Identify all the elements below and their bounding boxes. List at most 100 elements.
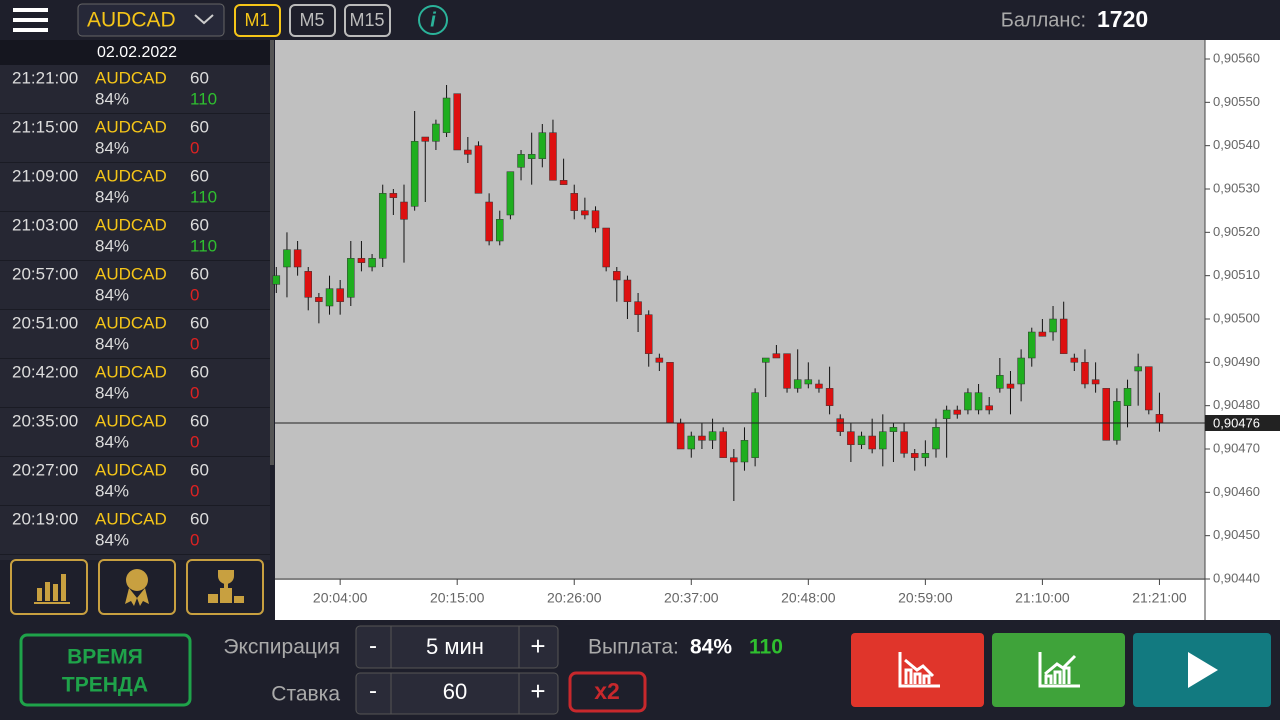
scrollbar xyxy=(270,40,274,465)
trade-percent: 84% xyxy=(95,334,129,353)
timeframe-button[interactable] xyxy=(289,4,336,37)
candle-body xyxy=(293,249,302,268)
candle-body xyxy=(815,383,823,389)
trade-amount: 60 xyxy=(190,166,209,185)
candle-body xyxy=(506,171,515,216)
y-tick-label: 0,90450 xyxy=(1213,527,1260,542)
candle-body xyxy=(591,210,600,229)
buy-button[interactable] xyxy=(992,633,1125,707)
timeframe-button[interactable] xyxy=(344,4,391,37)
candle-body xyxy=(772,353,781,359)
candle-body xyxy=(825,388,834,406)
nav-buttons xyxy=(10,559,264,615)
trade-asset: AUDCAD xyxy=(95,117,167,136)
candle-body xyxy=(559,180,568,185)
candle-body xyxy=(602,227,610,268)
trade-percent: 84% xyxy=(95,89,129,108)
candle-body xyxy=(1006,383,1015,389)
candle-body xyxy=(974,392,983,411)
menu-button[interactable] xyxy=(13,8,48,32)
candle-body xyxy=(655,357,664,363)
candle-body xyxy=(730,457,738,463)
trade-asset: AUDCAD xyxy=(95,313,167,332)
candle-body xyxy=(1038,331,1047,337)
award-button[interactable] xyxy=(98,559,176,615)
candle-body xyxy=(676,422,685,450)
dropdown-arrow xyxy=(194,14,214,25)
trade-date: 02.02.2022 xyxy=(97,44,177,61)
play-button[interactable] xyxy=(1133,633,1271,707)
x-tick-label: 20:04:00 xyxy=(313,590,368,606)
candle-body xyxy=(900,431,908,454)
candle-body xyxy=(315,297,323,302)
trade-amount: 60 xyxy=(190,117,209,136)
y-tick-label: 0,90520 xyxy=(1213,224,1260,239)
timeframe-button[interactable] xyxy=(234,4,281,37)
candle-body xyxy=(389,193,398,198)
candle-body xyxy=(921,453,930,458)
candle-body xyxy=(708,431,717,441)
balance: 1720 xyxy=(1097,6,1148,32)
y-tick-label: 0,90480 xyxy=(1213,397,1260,412)
candle-body xyxy=(347,258,355,298)
multiplier-button[interactable] xyxy=(568,671,647,713)
candle-body xyxy=(889,427,898,432)
trade-result: 110 xyxy=(190,236,217,255)
trend-button[interactable] xyxy=(19,633,192,707)
trade-time: 20:57:00 xyxy=(12,264,78,283)
y-tick-label: 0,90460 xyxy=(1213,484,1260,499)
candle-body xyxy=(1059,318,1068,354)
trade-result: 0 xyxy=(190,138,199,157)
y-tick-label: 0,90510 xyxy=(1213,267,1260,282)
timeframe: M15 xyxy=(349,10,384,30)
x-tick-label: 20:59:00 xyxy=(898,590,953,606)
candle-body xyxy=(1017,357,1025,385)
trade-percent: 84% xyxy=(95,432,129,451)
trade-list xyxy=(0,40,270,560)
minus-button[interactable]: - xyxy=(369,677,377,704)
x-tick-label: 20:26:00 xyxy=(547,590,602,606)
minus-button[interactable]: - xyxy=(369,632,377,659)
trade-percent: 84% xyxy=(95,285,129,304)
candle-body xyxy=(783,353,791,389)
trade-time: 20:19:00 xyxy=(12,509,78,528)
plus-button[interactable]: + xyxy=(530,631,545,661)
trade-time: 20:42:00 xyxy=(12,362,78,381)
trade-time: 21:03:00 xyxy=(12,215,78,234)
expiration: 5 мин xyxy=(426,634,484,659)
time-axis xyxy=(275,580,1205,620)
candle-body xyxy=(847,431,855,445)
trade-time: 21:09:00 xyxy=(12,166,78,185)
candle-body xyxy=(378,193,387,259)
candle-body xyxy=(687,435,696,450)
stake: 60 xyxy=(443,679,467,704)
candle-body xyxy=(1102,388,1110,441)
candle-body xyxy=(474,145,483,194)
x-tick-label: 20:48:00 xyxy=(781,590,836,606)
trade-result: 0 xyxy=(190,432,199,451)
trade-result: 0 xyxy=(190,285,199,304)
candle-body xyxy=(804,379,813,385)
stake-control xyxy=(355,672,559,715)
x-tick-label: 20:15:00 xyxy=(430,590,485,606)
info-button[interactable]: i xyxy=(418,5,448,35)
candle-body xyxy=(793,379,802,389)
plus-button[interactable]: + xyxy=(530,676,545,706)
payout-label: Выплата: xyxy=(588,636,679,659)
candle-body xyxy=(910,453,919,458)
candle-body xyxy=(304,271,312,298)
sell-button[interactable] xyxy=(851,633,984,707)
candle-body xyxy=(1113,401,1121,441)
trade-asset: AUDCAD xyxy=(95,68,167,87)
asset-dropdown[interactable] xyxy=(77,3,225,37)
candle-body xyxy=(634,301,642,315)
candle-body xyxy=(1155,414,1164,424)
stats-button[interactable] xyxy=(10,559,88,615)
candle-body xyxy=(527,154,536,159)
candle-body xyxy=(549,132,557,181)
trade-amount: 60 xyxy=(190,460,209,479)
leaderboard-button[interactable] xyxy=(186,559,264,615)
trade-percent: 84% xyxy=(95,530,129,549)
candle-body xyxy=(442,97,451,133)
